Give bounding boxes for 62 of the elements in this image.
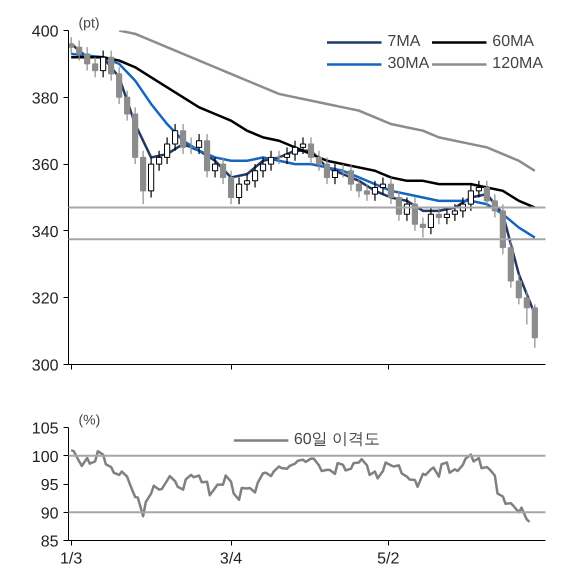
x-tick-label: 3/4	[220, 550, 242, 568]
x-tick-label: 1/3	[60, 550, 82, 568]
candlestick	[188, 136, 194, 155]
candlestick	[228, 170, 234, 205]
candlestick	[220, 156, 226, 185]
y-tick-label: 400	[32, 24, 59, 40]
candlestick	[196, 133, 202, 155]
candlestick	[172, 123, 178, 152]
candlestick	[372, 180, 378, 202]
candlestick	[332, 164, 338, 185]
candlestick	[324, 156, 330, 185]
candlestick	[276, 150, 282, 165]
candlestick	[68, 36, 74, 54]
y-tick-label: 360	[32, 157, 59, 174]
candlestick	[156, 150, 162, 172]
legend-label: 30MA	[388, 55, 430, 73]
candlestick	[348, 164, 354, 192]
y-axis-title: (%)	[78, 412, 100, 428]
y-tick-label: 105	[32, 420, 59, 438]
candlestick	[164, 136, 170, 165]
y-tick-label: 300	[32, 358, 59, 374]
legend-label: 60MA	[492, 33, 534, 51]
y-tick-label: 380	[32, 90, 59, 108]
candlestick	[292, 140, 298, 162]
candlestick	[476, 180, 482, 198]
candlestick	[428, 206, 434, 235]
candlestick	[260, 156, 266, 178]
y-tick-label: 95	[40, 477, 59, 494]
line-series	[70, 448, 531, 524]
candlestick	[244, 174, 250, 192]
candlestick	[452, 204, 458, 222]
candlestick	[380, 176, 386, 195]
legend-label: 120MA	[492, 55, 543, 73]
legend-label: 60일 이격도	[294, 430, 380, 450]
candlestick	[436, 206, 442, 225]
candlestick	[316, 150, 322, 172]
candlestick	[124, 90, 130, 122]
y-axis-title: (pt)	[78, 14, 100, 30]
candlestick	[484, 180, 490, 208]
candlestick	[444, 206, 450, 225]
candlestick	[300, 136, 306, 155]
candlestick	[340, 164, 346, 178]
x-tick-label: 5/2	[377, 550, 400, 568]
candlestick	[420, 216, 426, 238]
legend-label: 7MA	[388, 33, 420, 51]
y-tick-label: 320	[32, 290, 59, 308]
candlestick	[252, 164, 258, 188]
y-tick-label: 85	[40, 534, 59, 550]
y-tick-label: 90	[40, 505, 59, 522]
candlestick	[364, 184, 370, 202]
y-tick-label: 100	[32, 448, 59, 466]
candlestick	[180, 123, 186, 155]
candlestick	[108, 50, 114, 82]
candlestick	[116, 66, 122, 105]
candlestick	[284, 146, 290, 165]
candlestick	[308, 136, 314, 165]
candlestick	[356, 176, 362, 198]
y-tick-label: 340	[32, 224, 59, 241]
candlestick	[236, 176, 242, 205]
candlestick	[268, 150, 274, 172]
candlestick	[388, 176, 394, 205]
candlestick	[212, 156, 218, 178]
